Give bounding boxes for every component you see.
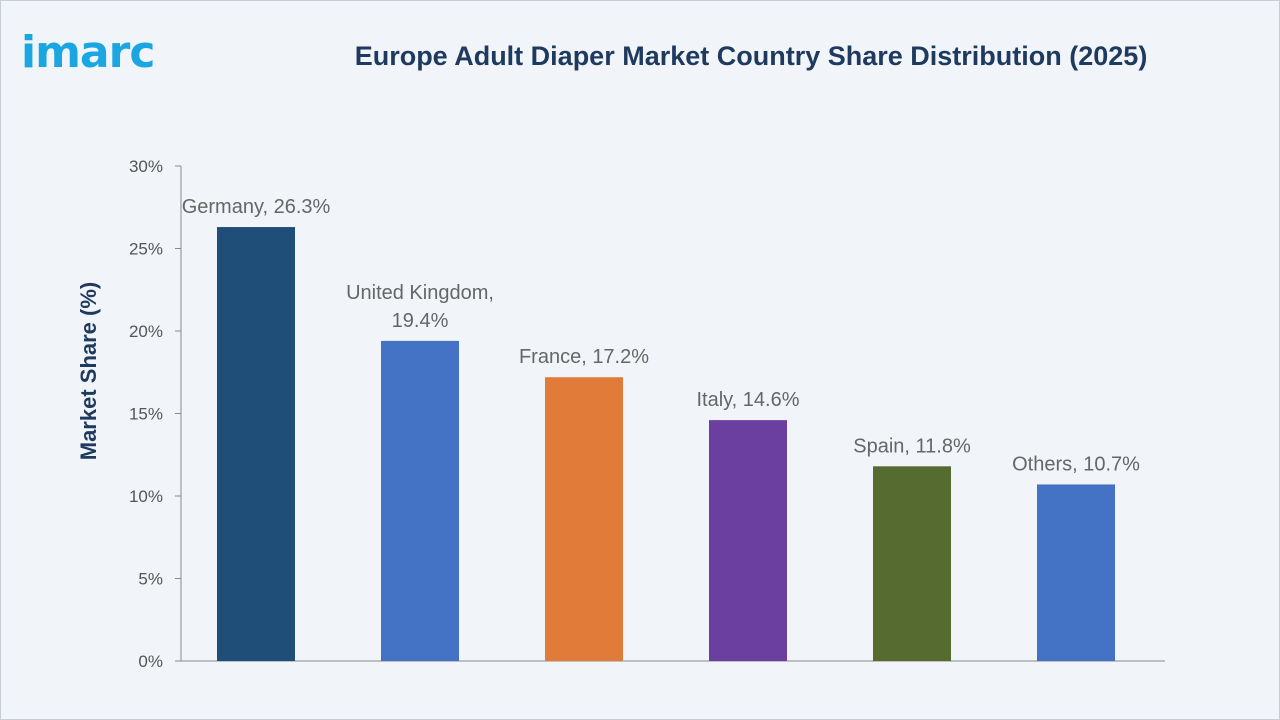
bar-germany xyxy=(217,227,295,662)
y-tick-label: 25% xyxy=(129,240,163,259)
y-tick-label: 0% xyxy=(138,652,163,671)
bar-france xyxy=(545,377,623,661)
y-tick-label: 10% xyxy=(129,487,163,506)
bar-italy xyxy=(709,420,787,661)
bar-united-kingdom xyxy=(381,340,459,661)
bar-others xyxy=(1037,484,1115,661)
data-label: 19.4% xyxy=(392,310,449,332)
data-label: France, 17.2% xyxy=(519,346,649,368)
data-label: Italy, 14.6% xyxy=(696,389,799,411)
data-label: United Kingdom, xyxy=(346,282,494,304)
y-tick-label: 5% xyxy=(138,570,163,589)
data-label: Germany, 26.3% xyxy=(182,196,331,218)
y-tick-label: 20% xyxy=(129,322,163,341)
bar-spain xyxy=(873,466,951,661)
y-tick-label: 30% xyxy=(129,157,163,176)
y-tick-label: 15% xyxy=(129,405,163,424)
imarc-logo: imarc xyxy=(21,27,155,78)
data-label: Spain, 11.8% xyxy=(853,435,971,457)
chart-title: Europe Adult Diaper Market Country Share… xyxy=(354,41,1148,71)
data-label: Others, 10.7% xyxy=(1012,453,1140,475)
